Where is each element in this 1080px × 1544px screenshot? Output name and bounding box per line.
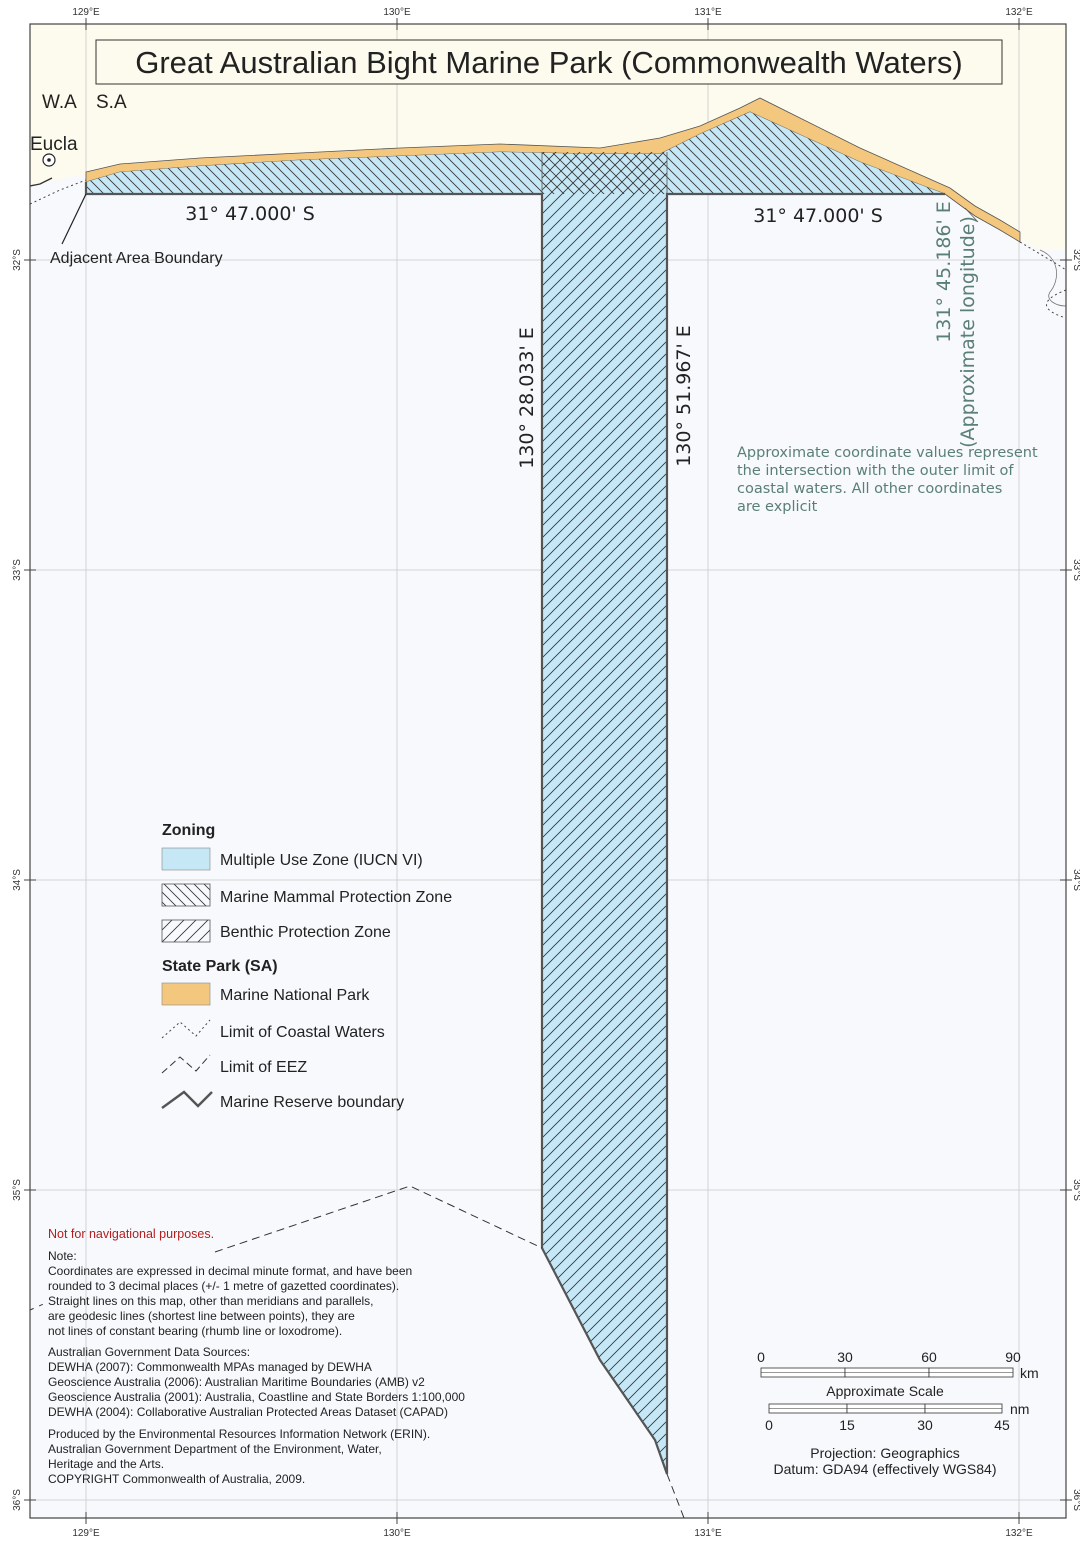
state-label-wa: W.A: [42, 92, 77, 113]
place-eucla: Eucla: [30, 134, 78, 155]
source-line: Australian Government Data Sources:: [48, 1345, 250, 1359]
scale-km-value: 90: [1005, 1349, 1021, 1365]
legend-symbol-coastal-waters: [161, 1019, 211, 1039]
credit-line: Heritage and the Arts.: [48, 1457, 164, 1471]
marine-national-park-strip: [85, 97, 1021, 243]
legend-swatch-multiple-use: [161, 847, 211, 871]
lon-label-east: 130° 51.967' E: [673, 325, 695, 467]
note-line: Straight lines on this map, other than m…: [48, 1294, 374, 1308]
credit-line: COPYRIGHT Commonwealth of Australia, 200…: [48, 1472, 305, 1486]
adjacent-area-leader: [61, 193, 87, 245]
lat-label-right: 31° 47.000' S: [753, 205, 883, 227]
lon-tick-bottom: 131°E: [694, 1528, 722, 1539]
scale-title: Approximate Scale: [826, 1383, 944, 1399]
lon-tick-top: 129°E: [72, 7, 100, 18]
lon-tick-top: 131°E: [694, 7, 722, 18]
approx-note-line: Approximate coordinate values represent: [737, 445, 1038, 461]
lon-tick-top: 132°E: [1005, 7, 1033, 18]
marine-reserve-boundary: [84, 182, 945, 1475]
note-line: rounded to 3 decimal places (+/- 1 metre…: [48, 1279, 399, 1293]
marine-mammal-hatch-coastal: [86, 112, 945, 194]
credits-block: Produced by the Environmental Resources …: [48, 1427, 430, 1486]
navigation-disclaimer: Not for navigational purposes.: [48, 1227, 214, 1241]
state-label-sa: S.A: [96, 92, 127, 113]
scale-km-unit: km: [1020, 1365, 1039, 1381]
town-marker-icon: [42, 153, 56, 167]
lat-label-left: 31° 47.000' S: [185, 203, 315, 225]
source-line: DEWHA (2004): Collaborative Australian P…: [48, 1405, 448, 1419]
eez-limit-line: [214, 1185, 543, 1253]
frame-ticks: [24, 18, 1072, 1524]
scale-nm-value: 15: [839, 1417, 855, 1433]
lat-tick-right: 34°S: [1071, 869, 1080, 891]
map-frame: [29, 23, 1067, 1519]
legend-heading-zoning: Zoning: [162, 822, 215, 839]
title-box: [95, 39, 1003, 85]
scale-nm-unit: nm: [1010, 1401, 1029, 1417]
lat-tick-right: 33°S: [1071, 559, 1080, 581]
note-line: are geodesic lines (shortest line betwee…: [48, 1309, 355, 1323]
legend-label-multiple-use: Multiple Use Zone (IUCN VI): [220, 852, 423, 869]
legend-label-marine-national-park: Marine National Park: [220, 987, 370, 1004]
legend-symbol-eez: [161, 1054, 211, 1074]
note-line: Coordinates are expressed in decimal min…: [48, 1264, 412, 1278]
source-line: Geoscience Australia (2006): Australian …: [48, 1375, 425, 1389]
scale-km-value: 0: [757, 1349, 765, 1365]
legend-label-marine-mammal: Marine Mammal Protection Zone: [220, 889, 452, 906]
lon-tick-top: 130°E: [383, 7, 411, 18]
credit-line: Produced by the Environmental Resources …: [48, 1427, 430, 1441]
lon-tick-bottom: 129°E: [72, 1528, 100, 1539]
scale-km-value: 60: [921, 1349, 937, 1365]
approx-note-line: are explicit: [737, 499, 818, 515]
legend-label-eez: Limit of EEZ: [220, 1059, 307, 1076]
legend: Zoning Multiple Use Zone (IUCN VI) Marin…: [161, 822, 452, 1111]
legend-label-reserve-boundary: Marine Reserve boundary: [220, 1094, 404, 1111]
note-line: Note:: [48, 1249, 77, 1263]
lon-tick-bottom: 132°E: [1005, 1528, 1033, 1539]
legend-label-coastal-waters: Limit of Coastal Waters: [220, 1024, 385, 1041]
lat-tick-left: 35°S: [12, 1179, 23, 1201]
approx-note-line: coastal waters. All other coordinates: [737, 481, 1002, 497]
benthic-hatch-overlap: [542, 152, 667, 194]
legend-label-benthic: Benthic Protection Zone: [220, 924, 391, 941]
legend-swatch-benthic: [161, 919, 211, 943]
adjacent-area-label: Adjacent Area Boundary: [50, 250, 223, 267]
lat-tick-right: 32°S: [1071, 249, 1080, 271]
lon-label-approx: 131° 45.186' E: [933, 201, 955, 343]
lat-tick-left: 32°S: [12, 249, 23, 271]
source-line: Geoscience Australia (2001): Australia, …: [48, 1390, 465, 1404]
lon-label-west: 130° 28.033' E: [516, 327, 538, 469]
sources-block: Australian Government Data Sources: DEWH…: [48, 1345, 465, 1419]
source-line: DEWHA (2007): Commonwealth MPAs managed …: [48, 1360, 372, 1374]
legend-swatch-marine-mammal: [161, 883, 211, 907]
scale-nm-value: 30: [917, 1417, 933, 1433]
coastal-waters-limit: [30, 179, 87, 205]
legend-heading-state-park: State Park (SA): [162, 958, 278, 975]
legend-swatch-marine-national-park: [161, 982, 211, 1006]
legend-symbol-reserve-boundary: [161, 1090, 213, 1109]
scale-bar: 0 30 60 90 km Approximate Scale nm 0 15 …: [757, 1349, 1039, 1433]
scale-nm-value: 0: [765, 1417, 773, 1433]
credit-line: Australian Government Department of the …: [48, 1442, 382, 1456]
notes-block: Note: Coordinates are expressed in decim…: [48, 1249, 412, 1338]
lat-tick-left: 34°S: [12, 869, 23, 891]
lat-tick-left: 36°S: [12, 1489, 23, 1511]
lat-tick-right: 36°S: [1071, 1489, 1080, 1511]
lat-tick-right: 35°S: [1071, 1179, 1080, 1201]
note-line: not lines of constant bearing (rhumb lin…: [48, 1324, 342, 1338]
map-title: Great Australian Bight Marine Park (Comm…: [135, 45, 963, 80]
lon-tick-bottom: 130°E: [383, 1528, 411, 1539]
scale-km-value: 30: [837, 1349, 853, 1365]
scale-nm-value: 45: [994, 1417, 1010, 1433]
datum-label: Datum: GDA94 (effectively WGS84): [773, 1461, 996, 1477]
lat-tick-left: 33°S: [12, 559, 23, 581]
benthic-hatch-corridor: [542, 194, 667, 1474]
projection-label: Projection: Geographics: [810, 1445, 959, 1461]
approx-note-line: the intersection with the outer limit of: [737, 463, 1014, 479]
lon-label-approx-note: (Approximate longitude): [957, 216, 979, 448]
